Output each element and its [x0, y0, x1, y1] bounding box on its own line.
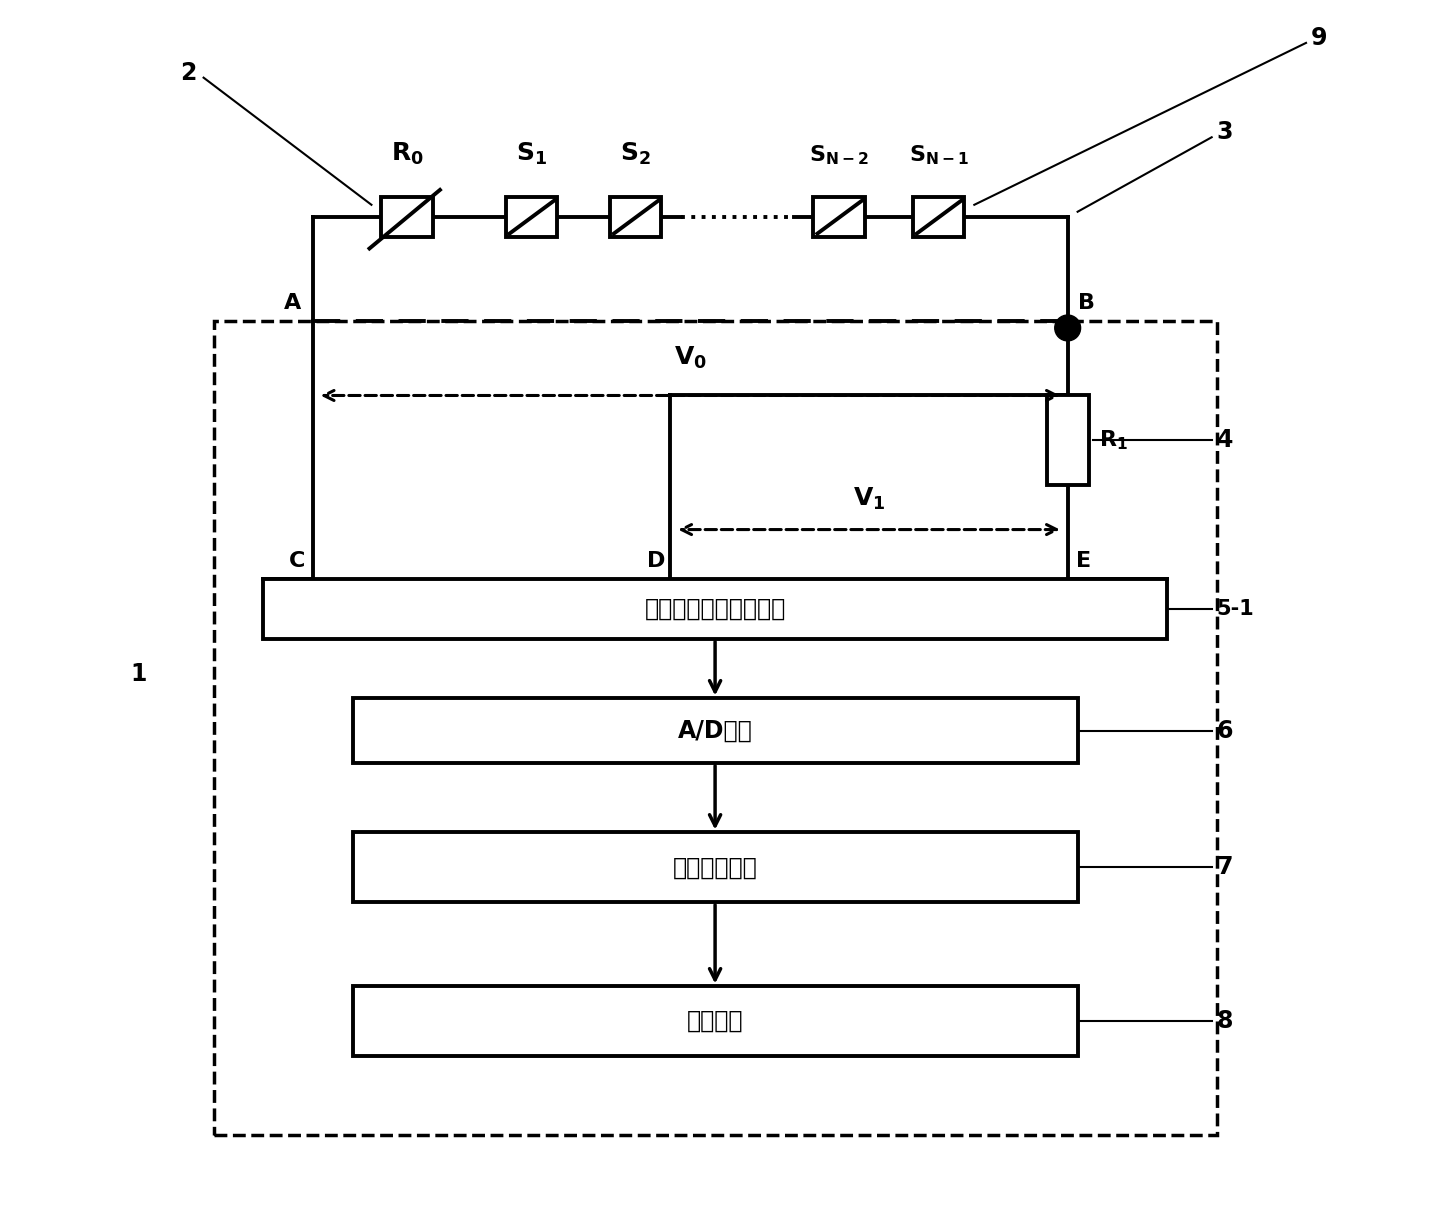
Text: 4: 4 — [1217, 428, 1233, 452]
Text: 6: 6 — [1217, 718, 1233, 743]
Bar — [814, 197, 865, 236]
Text: E: E — [1076, 551, 1091, 572]
Text: 2: 2 — [181, 61, 197, 84]
Text: 7: 7 — [1217, 856, 1233, 879]
Text: 1: 1 — [131, 662, 147, 685]
Text: 5-1: 5-1 — [1217, 599, 1255, 619]
Text: B: B — [1077, 293, 1095, 313]
Bar — [381, 197, 432, 236]
Bar — [610, 197, 661, 236]
Bar — [264, 579, 1168, 639]
Bar — [352, 987, 1077, 1056]
Bar — [214, 321, 1217, 1136]
Text: $\mathbf{S_{N-1}}$: $\mathbf{S_{N-1}}$ — [909, 143, 968, 166]
Bar — [1047, 395, 1089, 485]
Text: 8: 8 — [1217, 1010, 1233, 1033]
Bar — [352, 699, 1077, 763]
Text: 3: 3 — [1217, 120, 1233, 144]
Text: 9: 9 — [1310, 26, 1328, 50]
Text: $\mathbf{R_0}$: $\mathbf{R_0}$ — [390, 141, 424, 166]
Text: $\mathbf{V_1}$: $\mathbf{V_1}$ — [853, 486, 885, 512]
Text: C: C — [288, 551, 304, 572]
Text: A: A — [284, 293, 301, 313]
Text: 温度计算模块: 温度计算模块 — [673, 856, 757, 879]
Text: 输出端口: 输出端口 — [687, 1010, 744, 1033]
Text: 恒压源及电压检测电路: 恒压源及电压检测电路 — [645, 597, 786, 621]
Text: D: D — [646, 551, 665, 572]
Text: A/D转换: A/D转换 — [677, 718, 753, 743]
Text: $\mathbf{S_1}$: $\mathbf{S_1}$ — [515, 141, 547, 166]
Text: $\mathbf{S_{N-2}}$: $\mathbf{S_{N-2}}$ — [810, 143, 869, 166]
Bar — [352, 832, 1077, 902]
Text: $\mathbf{S_2}$: $\mathbf{S_2}$ — [620, 141, 651, 166]
Text: $\mathbf{R_1}$: $\mathbf{R_1}$ — [1099, 428, 1128, 452]
Bar — [505, 197, 558, 236]
Bar — [913, 197, 964, 236]
Circle shape — [1054, 315, 1080, 340]
Text: $\mathbf{V_0}$: $\mathbf{V_0}$ — [674, 344, 706, 371]
